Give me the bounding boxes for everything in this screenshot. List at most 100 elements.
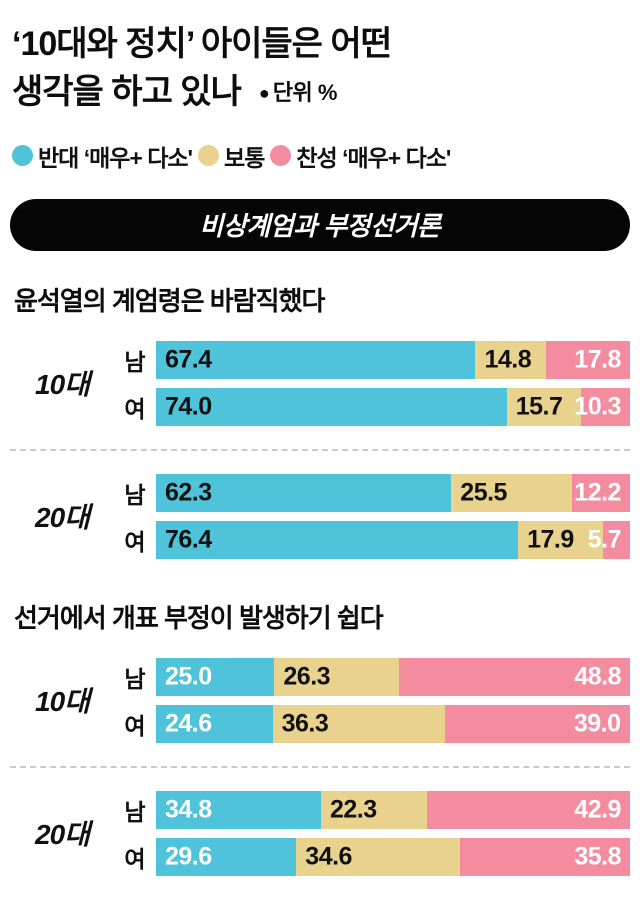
bar-row: 여 74.0 15.7 10.3: [114, 387, 630, 426]
section-banner: 비상계엄과 부정선거론: [10, 198, 630, 251]
bar-segment-favor: 39.0: [444, 704, 630, 743]
bar-value: 12.2: [574, 478, 621, 507]
legend-label-favor: 찬성 ‘매우+ 다소': [296, 144, 451, 171]
bar-segment-oppose: 24.6: [156, 704, 273, 743]
bar-segment-oppose: 34.8: [156, 790, 321, 829]
legend-label-oppose: 반대 ‘매우+ 다소': [38, 144, 193, 171]
chart-title: 선거에서 개표 부정이 발생하기 쉽다: [14, 602, 384, 633]
bar-value: 22.3: [329, 795, 377, 824]
gender-label: 여: [124, 528, 146, 555]
gender-label: 여: [124, 395, 146, 422]
gender-label: 여: [124, 845, 146, 872]
bar-segment-favor: 17.8: [545, 340, 630, 379]
bullet-icon: ●: [258, 83, 270, 104]
group-label: 20대: [35, 819, 90, 851]
bar-segment-favor: 10.3: [574, 387, 630, 426]
chart-section: 윤석열의 계엄령은 바람직했다 10대 남 67.4 14.8 17.8 여 74.0 15.7…: [10, 281, 630, 568]
bar-segment-neutral: 34.6: [296, 837, 461, 876]
oppose-dot-icon: [12, 145, 33, 167]
gender-label: 남: [124, 481, 146, 508]
bar-value: 26.3: [283, 662, 331, 691]
bar-row: 남 62.3 25.5 12.2: [114, 473, 630, 512]
bar-track: 62.3 25.5 12.2: [156, 473, 630, 512]
bar-group: 10대 남 67.4 14.8 17.8 여 74.0 15.7 10.3: [10, 332, 630, 435]
bar-track: 76.4 17.9 5.7: [156, 520, 630, 559]
group-divider: [10, 765, 630, 768]
bar-value: 25.5: [460, 478, 507, 507]
bar-segment-neutral: 36.3: [272, 704, 445, 743]
charts-container: 윤석열의 계엄령은 바람직했다 10대 남 67.4 14.8 17.8 여 74.0 15.7…: [10, 281, 630, 885]
bar-segment-favor: 35.8: [460, 837, 630, 876]
gender-label: 남: [124, 348, 146, 375]
group-rows: 남 34.8 22.3 42.9 여 29.6 34.6 35.8: [114, 782, 630, 885]
bar-group: 10대 남 25.0 26.3 48.8 여 24.6 36.3 39.0: [10, 649, 630, 752]
bar-value: 17.8: [574, 345, 621, 374]
bar-value: 62.3: [165, 478, 212, 507]
bar-track: 34.8 22.3 42.9: [156, 790, 630, 829]
page-title-line1: ‘10대와 정치’ 아이들은 어떤: [12, 25, 392, 63]
bar-segment-neutral: 22.3: [320, 790, 427, 829]
bar-segment-oppose: 25.0: [156, 657, 275, 696]
group-divider: [10, 448, 630, 451]
bar-value: 10.3: [574, 392, 621, 421]
favor-dot-icon: [270, 145, 292, 167]
group-rows: 남 62.3 25.5 12.2 여 76.4 17.9 5.7: [114, 465, 630, 568]
unit-label: 단위 %: [272, 79, 338, 105]
section-banner-label: 비상계엄과 부정선거론: [199, 211, 441, 242]
bar-segment-favor: 12.2: [572, 473, 630, 512]
page-title-line2-wrap: 생각을 하고 있나 ● 단위 %: [12, 68, 628, 116]
group-rows: 남 25.0 26.3 48.8 여 24.6 36.3 39.0: [114, 649, 630, 752]
bar-group: 20대 남 34.8 22.3 42.9 여 29.6 34.6 35.8: [10, 782, 630, 885]
bar-value: 14.8: [484, 345, 532, 374]
neutral-dot-icon: [198, 145, 220, 167]
legend-item-favor: 찬성 ‘매우+ 다소': [270, 139, 451, 173]
bar-row: 남 25.0 26.3 48.8: [114, 657, 630, 696]
bar-value: 39.0: [573, 709, 621, 738]
group-rows: 남 67.4 14.8 17.8 여 74.0 15.7 10.3: [114, 332, 630, 435]
gender-label: 남: [124, 665, 146, 692]
title-block: ‘10대와 정치’ 아이들은 어떤 생각을 하고 있나 ● 단위 %: [10, 18, 630, 117]
bar-track: 25.0 26.3 48.8: [156, 657, 630, 696]
bar-segment-favor: 48.8: [398, 657, 630, 696]
bar-value: 42.9: [574, 795, 621, 824]
bar-value: 74.0: [165, 392, 212, 421]
legend: 반대 ‘매우+ 다소' 보통 찬성 ‘매우+ 다소': [10, 139, 630, 173]
bar-segment-oppose: 29.6: [156, 837, 297, 876]
chart-title: 윤석열의 계엄령은 바람직했다: [14, 285, 325, 316]
bar-segment-favor: 5.7: [588, 520, 630, 559]
legend-label-neutral: 보통: [224, 144, 265, 171]
chart-section: 선거에서 개표 부정이 발생하기 쉽다 10대 남 25.0 26.3 48.8 여 24.6…: [10, 598, 630, 885]
bar-value: 48.8: [574, 662, 621, 691]
bar-segment-neutral: 25.5: [451, 473, 573, 512]
bar-row: 남 34.8 22.3 42.9: [114, 790, 630, 829]
bar-track: 74.0 15.7 10.3: [156, 387, 630, 426]
page-title-line2: 생각을 하고 있나: [12, 73, 242, 112]
bar-segment-neutral: 17.9: [518, 520, 603, 559]
bar-segment-oppose: 67.4: [156, 340, 476, 379]
legend-item-oppose: 반대 ‘매우+ 다소': [12, 139, 193, 173]
bar-track: 24.6 36.3 39.0: [156, 704, 630, 743]
legend-item-neutral: 보통: [198, 139, 265, 173]
group-label: 10대: [35, 686, 90, 718]
bar-segment-oppose: 74.0: [156, 387, 507, 426]
bar-segment-oppose: 76.4: [156, 520, 519, 559]
bar-row: 여 29.6 34.6 35.8: [114, 837, 630, 876]
bar-value: 67.4: [165, 345, 212, 374]
bar-track: 29.6 34.6 35.8: [156, 837, 630, 876]
bar-value: 25.0: [165, 662, 212, 691]
bar-segment-favor: 42.9: [426, 790, 630, 829]
bar-segment-neutral: 14.8: [475, 340, 546, 379]
bar-row: 여 76.4 17.9 5.7: [114, 520, 630, 559]
bar-row: 남 67.4 14.8 17.8: [114, 340, 630, 379]
bar-value: 34.6: [305, 842, 352, 871]
bar-row: 여 24.6 36.3 39.0: [114, 704, 630, 743]
bar-value: 15.7: [515, 392, 563, 421]
bar-group: 20대 남 62.3 25.5 12.2 여 76.4 17.9 5.7: [10, 465, 630, 568]
bar-segment-neutral: 26.3: [274, 657, 399, 696]
group-label: 10대: [35, 369, 90, 401]
group-label: 20대: [35, 502, 90, 534]
bar-value: 17.9: [527, 525, 574, 554]
bar-value: 34.8: [165, 795, 212, 824]
bar-value: 35.8: [574, 842, 621, 871]
